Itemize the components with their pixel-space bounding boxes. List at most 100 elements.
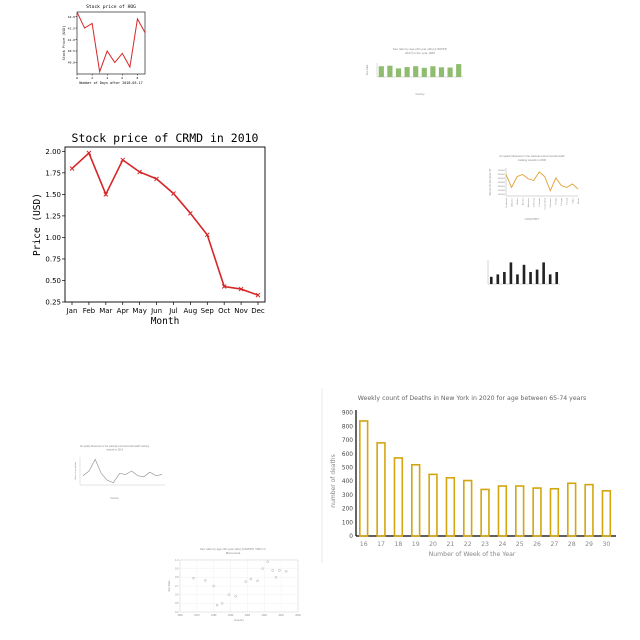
y-tick-label: 0.6	[175, 593, 179, 596]
bar	[447, 67, 453, 77]
y-tick-label: 500000	[498, 178, 506, 180]
y-tick-label: 42.0	[68, 15, 75, 19]
bar	[522, 264, 526, 284]
data-point	[192, 577, 195, 580]
y-axis-label: Sex Ratio	[167, 580, 171, 592]
y-axis-label: Price (USD)	[32, 193, 43, 256]
bar	[421, 67, 427, 77]
x-tick-label: Mar	[99, 307, 112, 315]
y-tick-label: 200000	[498, 190, 506, 192]
data-point	[271, 569, 274, 572]
bar	[535, 269, 539, 284]
y-tick-label: 0	[349, 534, 353, 540]
x-tick-label: 2020	[278, 614, 284, 617]
chart-tiny-bar	[480, 255, 570, 295]
y-tick-label: 300	[342, 493, 353, 499]
y-tick-label: 0.75	[45, 255, 61, 263]
x-tick-label: 19	[412, 541, 420, 548]
y-tick-label: 2.00	[45, 148, 61, 156]
chart-sexratio-scatter-svg: Sex ratio by age (20 year olds) (UNWPP, …	[167, 547, 301, 622]
x-tick-label: Northeast	[505, 198, 508, 208]
y-tick-label: 41.0	[68, 38, 75, 42]
series-line	[71, 151, 259, 296]
chart-title: Air quality Measures in the national env…	[499, 154, 565, 158]
data-point	[238, 286, 244, 292]
chart-sexratio-scatter: Sex ratio by age (20 year olds) (UNWPP, …	[160, 545, 310, 630]
plot-frame	[64, 146, 266, 303]
x-axis-label: Country	[234, 618, 244, 622]
y-axis-label: VALUE OF AIR QUALITY	[489, 168, 492, 195]
y-tick-label: 0.4	[175, 611, 179, 614]
x-tick-label: Illinois	[578, 197, 580, 204]
x-tick-label: 22	[464, 541, 472, 548]
y-tick-label: 0.5	[175, 602, 179, 605]
bar	[584, 483, 594, 537]
data-point	[188, 210, 193, 216]
x-axis-label: Number of Week of the Year	[429, 551, 516, 558]
data-point	[266, 560, 269, 563]
x-tick-label: 1970	[194, 614, 200, 617]
y-tick-label: 40.0	[68, 61, 75, 65]
y-tick-label: 0.8	[175, 576, 179, 579]
x-tick-label: Alabama	[510, 197, 513, 206]
data-point	[244, 580, 247, 583]
x-tick-label: Hawaii	[567, 197, 569, 204]
data-point	[215, 603, 219, 607]
bar	[601, 490, 612, 537]
y-tick-label: 600	[342, 452, 353, 458]
data-point	[154, 176, 159, 182]
data-point	[171, 191, 176, 196]
bar	[509, 262, 513, 284]
bar	[480, 488, 490, 537]
x-tick-label: Nov	[234, 307, 248, 315]
y-tick-label: 800	[342, 424, 353, 430]
y-tick-label: 600000	[498, 174, 506, 176]
x-tick-label: 4	[106, 76, 108, 80]
bar	[549, 487, 560, 537]
y-axis-label: Sex Ratio	[366, 64, 369, 75]
chart-title: network in 2014	[106, 449, 124, 452]
y-tick-label: 400000	[498, 182, 506, 184]
chart-title: Stock price of HOG	[86, 4, 136, 10]
x-tick-label: Florida	[555, 197, 558, 204]
x-tick-label: California	[532, 197, 535, 207]
chart-airquality-line-svg: Air quality Measures in the national env…	[489, 154, 580, 221]
x-tick-label: 8	[137, 76, 139, 80]
x-tick-label: 30	[602, 541, 610, 548]
x-tick-label: 17	[377, 541, 385, 548]
data-point	[256, 579, 259, 582]
data-point	[255, 292, 261, 298]
data-point	[204, 579, 207, 582]
bar	[456, 64, 462, 77]
x-tick-label: Feb	[83, 307, 96, 315]
chart-title: Stock price of CRMD in 2010	[72, 131, 259, 145]
data-point	[86, 150, 92, 156]
bar	[387, 65, 393, 77]
chart-airquality-line: Air quality Measures in the national env…	[478, 152, 588, 232]
data-point	[120, 157, 126, 163]
data-point	[261, 567, 264, 570]
chart-tiny-bar-svg	[487, 260, 560, 285]
x-tick-label: Alaska	[516, 197, 519, 204]
x-tick-label: Idaho	[572, 197, 574, 203]
series-line	[505, 171, 579, 193]
x-tick-label: Connecticut	[544, 198, 547, 210]
bar	[404, 67, 410, 77]
bar	[411, 463, 421, 537]
x-tick-label: 26	[533, 541, 541, 548]
x-tick-label: 0	[76, 76, 78, 80]
bar	[542, 262, 545, 284]
data-point	[221, 284, 227, 289]
x-tick-label: 29	[585, 541, 593, 548]
chart-deaths-ny: Weekly count of Deaths in New York in 20…	[321, 388, 627, 563]
x-tick-label: Oct	[218, 307, 230, 315]
x-tick-label: 20	[429, 541, 437, 548]
x-tick-label: 21	[446, 541, 454, 548]
bar	[532, 487, 542, 537]
y-tick-label: 700000	[498, 170, 506, 172]
y-tick-label: 40.5	[68, 49, 75, 53]
y-tick-label: 1.50	[45, 191, 61, 199]
series-line	[82, 458, 163, 484]
x-axis-label: COUNTRY	[525, 217, 540, 221]
data-point	[220, 602, 224, 605]
